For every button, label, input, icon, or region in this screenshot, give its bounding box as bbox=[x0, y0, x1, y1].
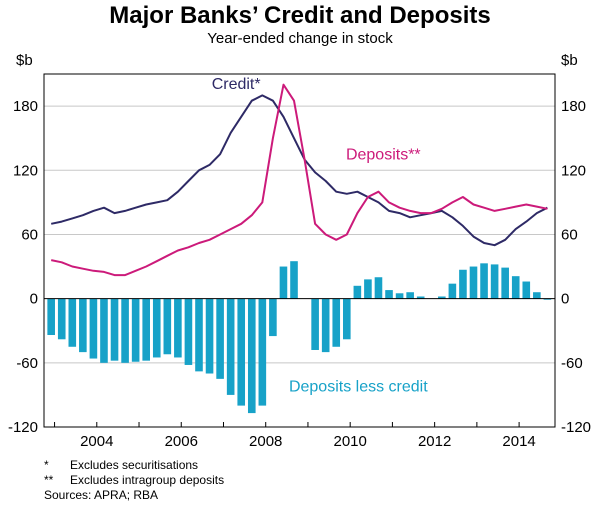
bar bbox=[174, 298, 182, 358]
bar bbox=[100, 298, 108, 363]
bar bbox=[89, 298, 98, 359]
bar bbox=[511, 276, 520, 299]
bar bbox=[533, 292, 541, 299]
bar bbox=[79, 298, 87, 353]
y-tick-label-left: -60 bbox=[16, 355, 38, 372]
bar bbox=[406, 292, 414, 299]
bar bbox=[131, 298, 140, 362]
bar bbox=[459, 269, 467, 299]
footnote-mark: ** bbox=[44, 473, 54, 487]
bar bbox=[469, 266, 478, 299]
bar bbox=[68, 298, 77, 347]
x-tick-label: 2006 bbox=[165, 433, 198, 450]
bar bbox=[395, 293, 404, 299]
x-tick-label: 2008 bbox=[249, 433, 282, 450]
bar bbox=[448, 283, 457, 299]
y-tick-label-right: -120 bbox=[561, 419, 591, 436]
y-tick-label-right: 0 bbox=[561, 291, 569, 308]
chart-title: Major Banks’ Credit and Deposits bbox=[109, 2, 491, 29]
bar bbox=[142, 298, 151, 361]
bar bbox=[438, 296, 446, 299]
y-tick-label-right: 60 bbox=[561, 226, 578, 243]
y-tick-label-left: -120 bbox=[8, 419, 38, 436]
bar bbox=[543, 298, 552, 300]
bar bbox=[226, 298, 235, 395]
bar bbox=[332, 298, 341, 347]
bar bbox=[57, 298, 66, 340]
left-axis-unit: $b bbox=[16, 52, 33, 69]
right-axis-unit: $b bbox=[561, 52, 578, 69]
bar bbox=[195, 298, 203, 372]
footnote: ** Excludes intragroup deposits bbox=[44, 473, 224, 488]
footnote: * Excludes securitisations bbox=[44, 458, 224, 473]
x-tick-label: 2014 bbox=[502, 433, 535, 450]
bar bbox=[184, 298, 193, 365]
bar bbox=[237, 298, 246, 406]
bar bbox=[342, 298, 351, 340]
y-tick-label-left: 180 bbox=[13, 98, 38, 115]
footnote-mark: * bbox=[44, 458, 49, 472]
bar bbox=[47, 298, 55, 336]
bar bbox=[279, 266, 288, 299]
y-tick-label-left: 0 bbox=[30, 291, 38, 308]
bar bbox=[374, 277, 383, 299]
bar bbox=[353, 285, 362, 299]
plot-frame bbox=[43, 73, 556, 428]
bar bbox=[121, 298, 129, 363]
y-tick-label-right: -60 bbox=[561, 355, 583, 372]
bar bbox=[258, 298, 267, 406]
bar bbox=[152, 298, 161, 358]
sources-note: Sources: APRA; RBA bbox=[44, 488, 159, 502]
bar bbox=[480, 263, 488, 299]
bar bbox=[205, 298, 214, 374]
bar bbox=[321, 298, 330, 353]
x-tick-label: 2010 bbox=[333, 433, 366, 450]
bar bbox=[290, 261, 298, 299]
x-tick-label: 2012 bbox=[418, 433, 451, 450]
footnote-text: Excludes intragroup deposits bbox=[70, 473, 225, 487]
series-line bbox=[50, 83, 548, 277]
x-tick-label: 2004 bbox=[80, 433, 113, 450]
bar bbox=[416, 296, 425, 299]
bar bbox=[522, 281, 531, 299]
series-label: Deposits** bbox=[346, 147, 421, 164]
footnote-text: Excludes securitisations bbox=[70, 458, 199, 472]
bar bbox=[311, 298, 319, 350]
bar bbox=[490, 264, 499, 299]
bar bbox=[216, 298, 224, 379]
y-tick-label-left: 60 bbox=[21, 226, 38, 243]
bar bbox=[269, 298, 277, 337]
series-label: Credit* bbox=[212, 76, 261, 93]
bar bbox=[247, 298, 256, 414]
bar bbox=[110, 298, 119, 361]
bar bbox=[501, 267, 509, 299]
y-tick-label-right: 120 bbox=[561, 162, 586, 179]
bar bbox=[385, 290, 393, 299]
bar bbox=[364, 279, 372, 299]
y-tick-label-left: 120 bbox=[13, 162, 38, 179]
chart-subtitle: Year-ended change in stock bbox=[207, 30, 393, 47]
y-tick-label-right: 180 bbox=[561, 98, 586, 115]
series-line bbox=[50, 94, 548, 247]
bar bbox=[163, 298, 172, 355]
series-label: Deposits less credit bbox=[289, 379, 428, 396]
footnotes: * Excludes securitisations ** Excludes i… bbox=[44, 458, 224, 503]
